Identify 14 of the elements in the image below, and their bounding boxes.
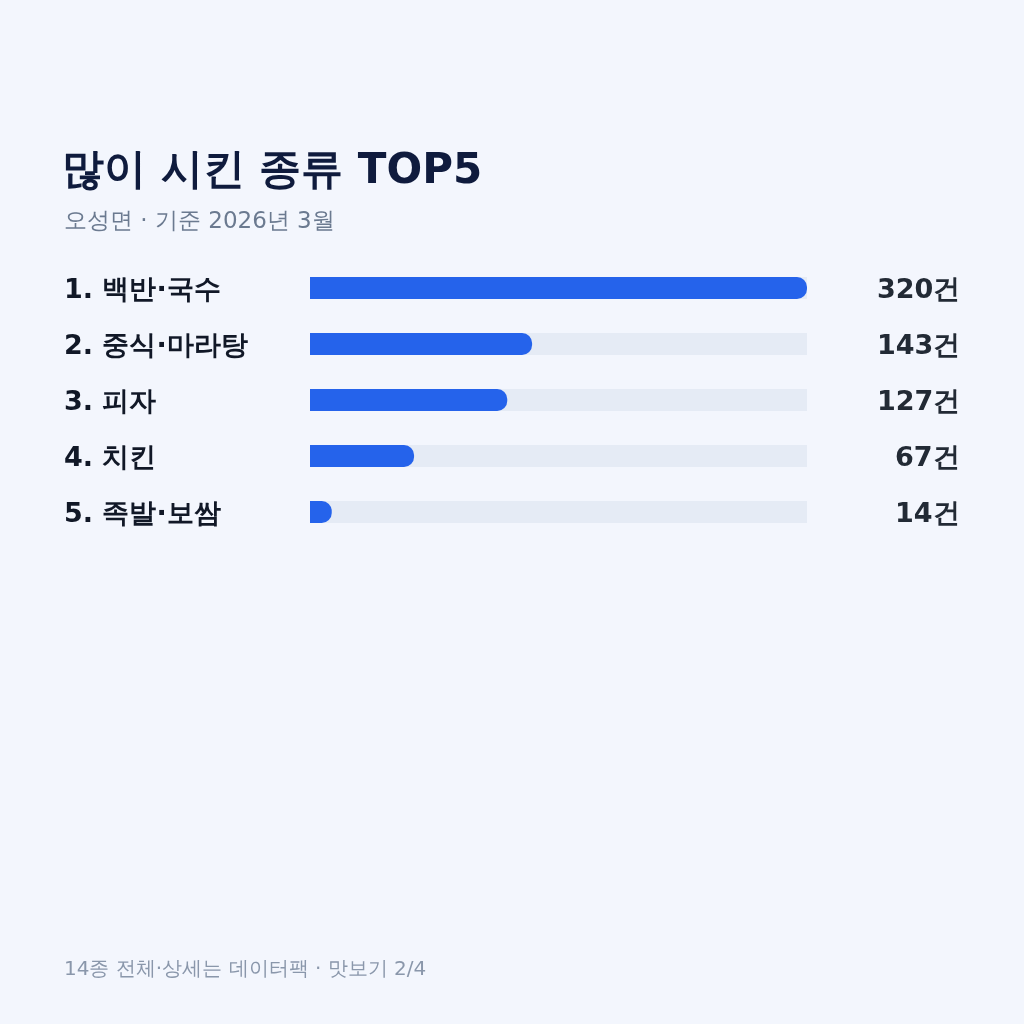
data-label: 320건: [877, 273, 961, 304]
y-tick-label: 4. 치킨: [64, 441, 157, 472]
chart-title: 많이 시킨 종류 TOP5: [62, 143, 483, 193]
bar: [310, 445, 415, 467]
data-label: 127건: [877, 385, 961, 416]
text: 14종 전체·상세는 데이터팩 · 맛보기 2/4: [64, 956, 427, 980]
data-label: 14건: [895, 497, 960, 528]
data-label: 143건: [877, 329, 961, 360]
data-label: 67건: [895, 441, 960, 472]
chart-subtitle: 오성면 · 기준 2026년 3월: [64, 207, 335, 233]
y-tick-label: 3. 피자: [64, 385, 157, 416]
y-tick-label: 2. 중식·마라탕: [64, 329, 248, 360]
y-tick-label: 1. 백반·국수: [64, 273, 221, 304]
y-tick-label: 5. 족발·보쌈: [64, 497, 221, 528]
